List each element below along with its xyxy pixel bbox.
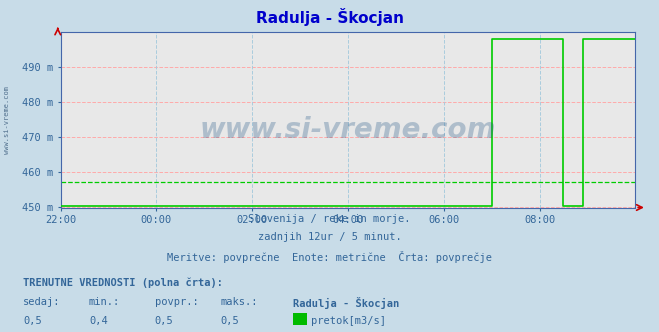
Text: 0,4: 0,4 — [89, 316, 107, 326]
Text: pretok[m3/s]: pretok[m3/s] — [311, 316, 386, 326]
Text: sedaj:: sedaj: — [23, 297, 61, 307]
Text: www.si-vreme.com: www.si-vreme.com — [3, 86, 10, 153]
Text: www.si-vreme.com: www.si-vreme.com — [200, 116, 496, 144]
Text: povpr.:: povpr.: — [155, 297, 198, 307]
Text: zadnjih 12ur / 5 minut.: zadnjih 12ur / 5 minut. — [258, 232, 401, 242]
Text: Radulja - Škocjan: Radulja - Škocjan — [256, 8, 403, 26]
Text: Radulja - Škocjan: Radulja - Škocjan — [293, 297, 399, 309]
Text: TRENUTNE VREDNOSTI (polna črta):: TRENUTNE VREDNOSTI (polna črta): — [23, 277, 223, 288]
Text: min.:: min.: — [89, 297, 120, 307]
Text: Meritve: povprečne  Enote: metrične  Črta: povprečje: Meritve: povprečne Enote: metrične Črta:… — [167, 251, 492, 263]
Text: Slovenija / reke in morje.: Slovenija / reke in morje. — [248, 214, 411, 224]
Text: maks.:: maks.: — [221, 297, 258, 307]
Text: 0,5: 0,5 — [155, 316, 173, 326]
Text: 0,5: 0,5 — [23, 316, 42, 326]
Text: 0,5: 0,5 — [221, 316, 239, 326]
